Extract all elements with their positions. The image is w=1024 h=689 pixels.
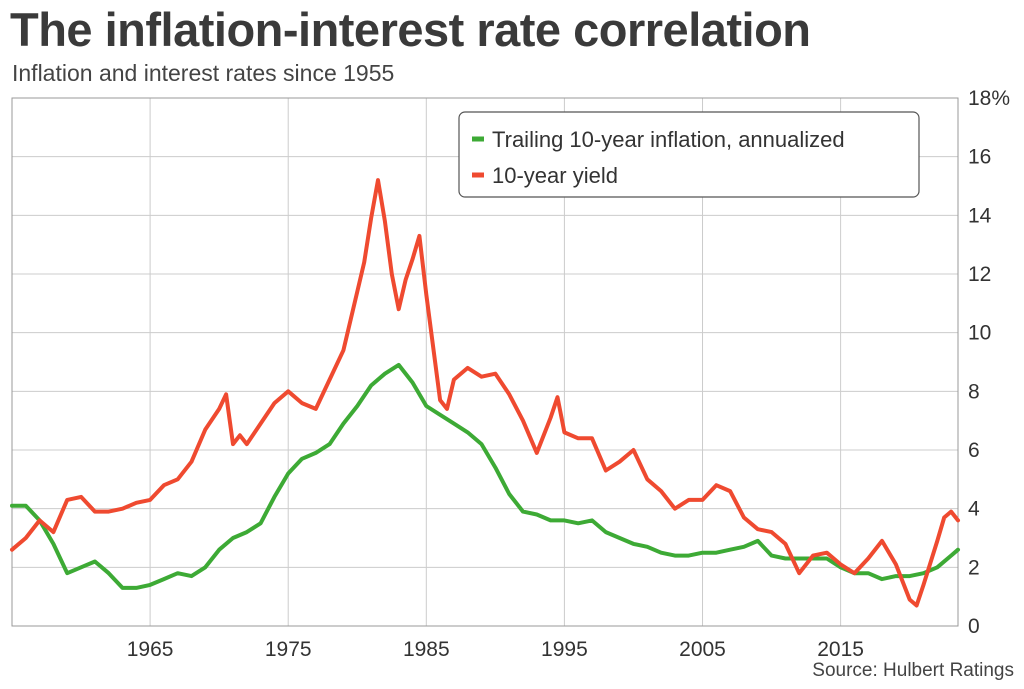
y-tick-label: 4: [968, 498, 980, 521]
legend-label-yield: 10-year yield: [492, 163, 618, 188]
x-tick-label: 1985: [403, 638, 450, 661]
y-tick-label: 12: [968, 263, 991, 286]
tick-layer: 0 2 4 6 8 10 12 14 16 18% 1965 1975 1985 1995 2005 2015: [127, 87, 1010, 661]
source-note: Source: Hulbert Ratings: [812, 660, 1014, 681]
series-layer: [10, 178, 960, 608]
inflation-line: [10, 362, 960, 590]
x-tick-label: 1965: [127, 638, 174, 661]
legend-box: [458, 111, 920, 198]
y-tick-label: 14: [968, 204, 992, 227]
plot-frame: [11, 97, 959, 627]
legend-label-inflation: Trailing 10-year inflation, annualized: [492, 127, 845, 152]
yield-line: [10, 178, 960, 608]
x-tick-label: 2005: [679, 638, 726, 661]
chart-subtitle: Inflation and interest rates since 1955: [12, 60, 395, 86]
x-tick-label: 1995: [541, 638, 588, 661]
x-tick-label: 2015: [817, 638, 864, 661]
y-tick-label: 6: [968, 439, 980, 462]
x-tick-label: 1975: [265, 638, 312, 661]
grid-layer: [11, 97, 959, 627]
y-tick-label: 2: [968, 556, 980, 579]
y-tick-label: 8: [968, 380, 980, 403]
y-tick-label: 18%: [968, 87, 1010, 110]
y-tick-label: 16: [968, 146, 991, 169]
chart-title: The inflation-interest rate correlation: [10, 3, 811, 56]
legend: Trailing 10-year inflation, annualized 1…: [458, 111, 920, 198]
y-tick-label: 10: [968, 322, 991, 345]
y-tick-label: 0: [968, 615, 980, 638]
